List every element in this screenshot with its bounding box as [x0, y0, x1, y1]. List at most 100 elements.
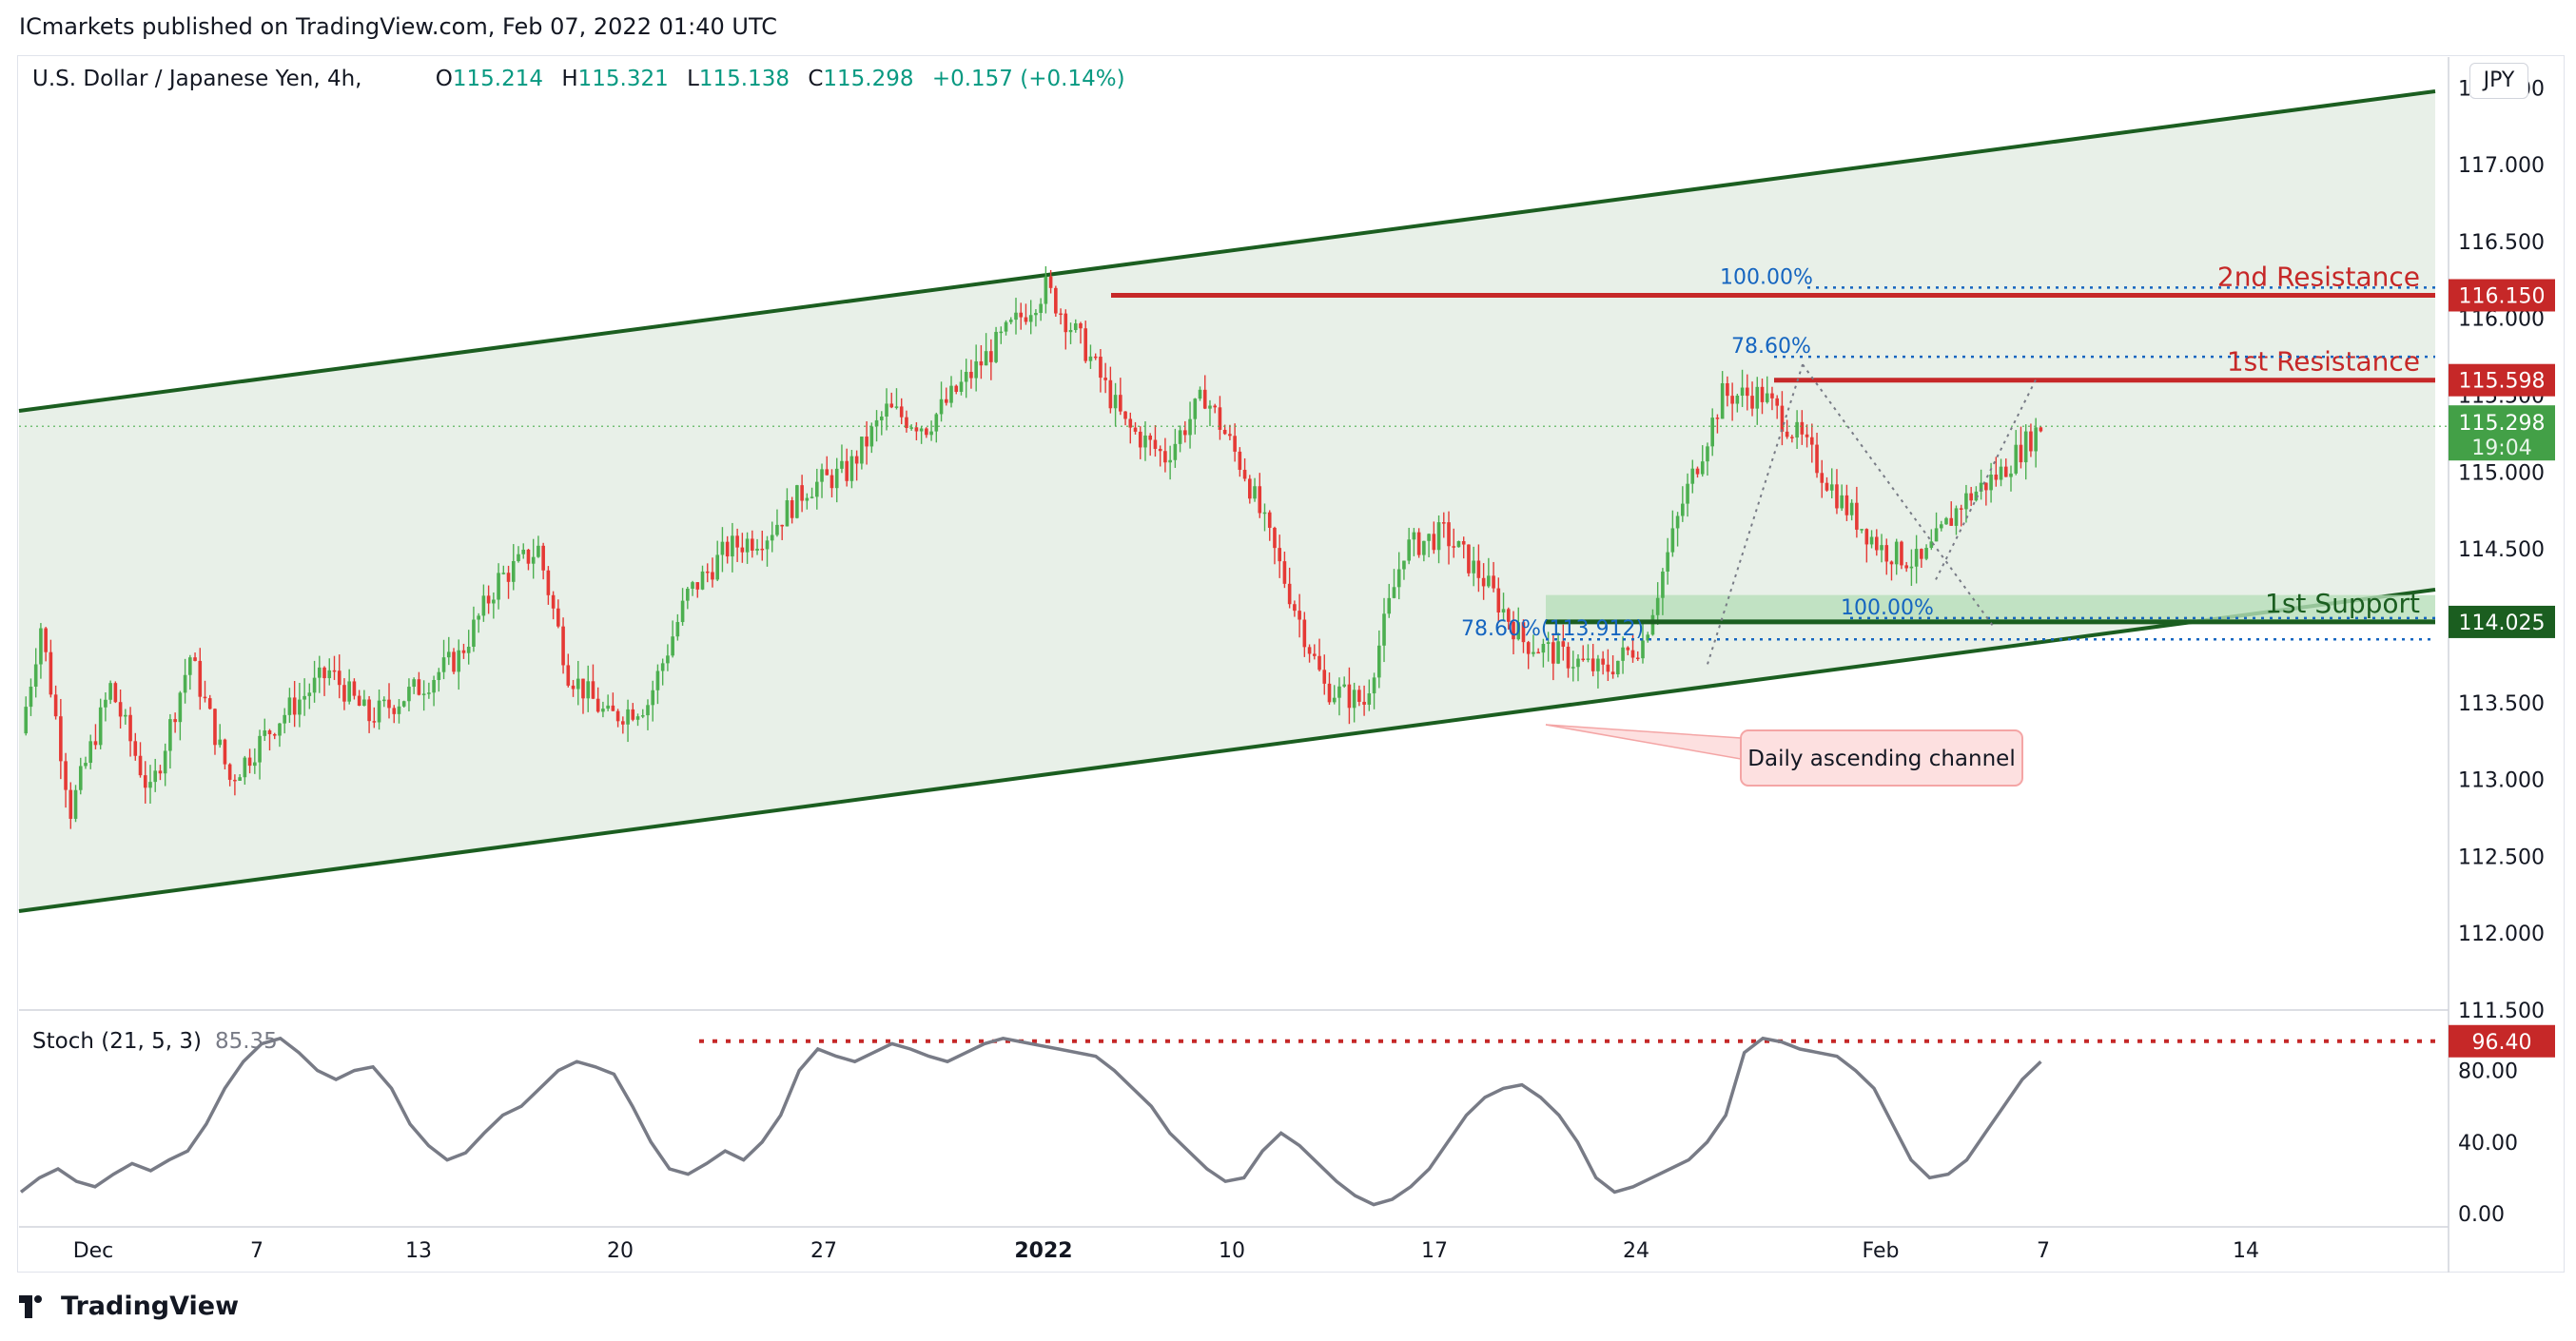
candle-body: [1307, 647, 1312, 654]
level-label: 1st Resistance: [2227, 346, 2420, 378]
channel-lower-line[interactable]: [18, 588, 2436, 913]
candle-body: [461, 650, 466, 653]
candle-body: [765, 540, 770, 550]
candle-body: [441, 657, 446, 672]
candle-body: [1044, 276, 1048, 304]
candle-body: [193, 657, 197, 661]
stoch-title[interactable]: Stoch (21, 5, 3): [32, 1029, 202, 1054]
level-label: 1st Support: [2265, 588, 2420, 619]
candle-body: [1412, 532, 1416, 540]
candle-body: [1601, 658, 1605, 665]
callout-box[interactable]: [1740, 729, 2023, 787]
stoch-value: 85.35: [214, 1029, 278, 1054]
candle-body: [1093, 356, 1098, 359]
candle-body: [33, 664, 38, 687]
candle-body: [367, 699, 371, 722]
candle-body: [691, 582, 694, 590]
candle-body: [745, 538, 750, 553]
candle-body: [640, 715, 645, 717]
candle-body: [2039, 427, 2043, 432]
candle-body: [1526, 642, 1531, 654]
candle-body: [1904, 565, 1908, 569]
candle-body: [1641, 640, 1645, 659]
stoch-threshold-tag-text: 96.40: [2472, 1031, 2532, 1055]
last-price-tag-text: 115.298: [2459, 412, 2546, 436]
candle-body: [800, 485, 804, 501]
candle-body: [247, 757, 252, 767]
candle-body: [93, 741, 98, 746]
fib-level-label: 100.00%: [1841, 596, 1934, 620]
candle-body: [1506, 609, 1511, 622]
candle-body: [655, 670, 660, 690]
channel-upper-line[interactable]: [18, 89, 2436, 413]
candle-body: [1382, 613, 1386, 646]
candle-body: [133, 741, 138, 756]
candle-body: [894, 406, 899, 408]
candle-body: [1815, 444, 1819, 474]
candle-body: [1278, 548, 1281, 562]
candle-body: [1746, 387, 1749, 397]
candle-body: [243, 757, 247, 778]
candle-body: [1869, 536, 1874, 545]
candle-body: [979, 360, 984, 366]
candle-body: [432, 680, 436, 693]
fib-construction-line: [1802, 363, 1994, 627]
candle-body: [517, 554, 520, 561]
candle-body: [740, 547, 745, 553]
candle-body: [834, 468, 839, 489]
candle-body: [1476, 560, 1481, 578]
candle-body: [865, 437, 868, 447]
price-tick-label: 113.500: [2458, 692, 2545, 716]
price-tick-label: 116.000: [2458, 308, 2545, 332]
candle-body: [1715, 418, 1720, 419]
candle-body: [1248, 478, 1252, 499]
candle-body: [452, 651, 456, 672]
candle-body: [1795, 421, 1799, 438]
candle-body: [1616, 660, 1620, 675]
candle-body: [1521, 622, 1526, 643]
candle-body: [1720, 382, 1725, 419]
price-tick-label: 115.000: [2458, 461, 2545, 485]
candle-body: [1108, 379, 1113, 409]
time-tick-label: 7: [250, 1239, 263, 1263]
candle-body: [1501, 609, 1506, 613]
candle-body: [1884, 545, 1889, 562]
candle-body: [1855, 502, 1859, 530]
candle-body: [1730, 396, 1734, 404]
candle-body: [497, 573, 500, 600]
candle-body: [1934, 528, 1939, 542]
candle-body: [1964, 493, 1968, 510]
chart-frame: [17, 55, 2565, 1273]
candle-body: [1019, 312, 1024, 318]
candle-body: [1710, 418, 1714, 447]
candle-body: [1153, 439, 1158, 449]
candle-body: [1342, 684, 1346, 687]
candle-body: [1974, 491, 1979, 501]
symbol-title[interactable]: U.S. Dollar / Japanese Yen, 4h,: [32, 67, 362, 91]
stoch-line[interactable]: [19, 1036, 2042, 1207]
candle-body: [1695, 468, 1700, 475]
candle-body: [1840, 495, 1844, 509]
candle-body: [1954, 508, 1959, 526]
candle-body: [646, 705, 650, 716]
candle-body: [113, 683, 118, 703]
candle-body: [381, 699, 386, 702]
candle-body: [1889, 561, 1894, 565]
candle-body: [1785, 431, 1789, 437]
candle-body: [1238, 451, 1242, 470]
currency-button[interactable]: JPY: [2469, 63, 2528, 99]
candle-body: [1073, 323, 1078, 330]
candle-body: [138, 755, 143, 776]
level-label: 2nd Resistance: [2217, 262, 2420, 293]
candle-body: [869, 426, 874, 447]
candle-body: [631, 709, 635, 720]
candle-body: [1352, 690, 1356, 709]
candle-body: [392, 708, 397, 714]
candle-body: [347, 681, 351, 702]
candle-body: [298, 699, 302, 715]
candle-body: [128, 714, 132, 742]
callout-pointer: [1545, 724, 1742, 760]
candle-body: [1014, 312, 1018, 321]
candle-body: [1576, 658, 1580, 668]
